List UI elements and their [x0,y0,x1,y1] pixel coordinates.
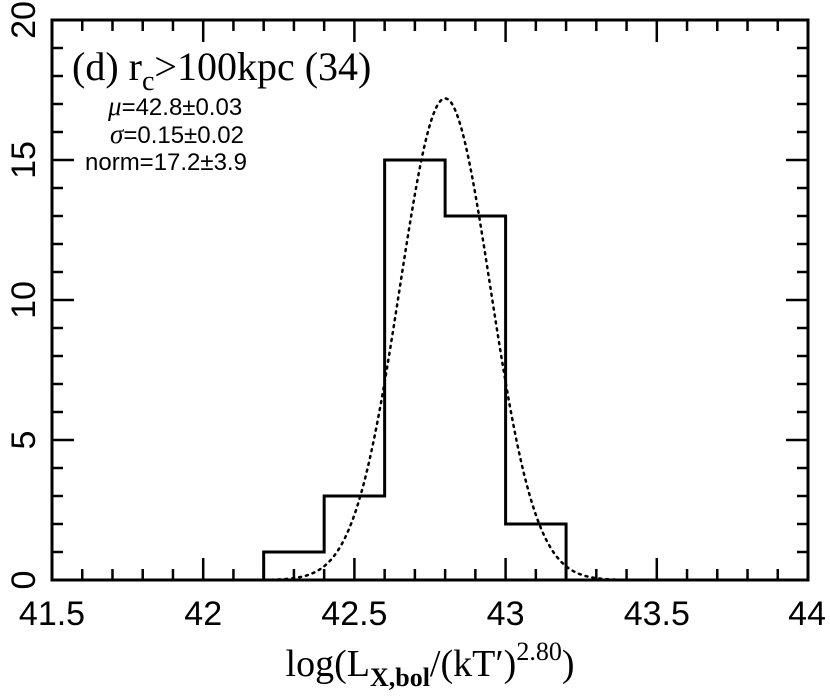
x-label-subscript: X,bol [370,663,430,692]
panel-title: (d) rc>100kpc (34) [72,44,371,97]
histogram-bin [445,216,505,580]
x-label-prefix: log(L [286,643,370,685]
histogram-bin [385,160,445,580]
x-label-suffix: ) [562,643,575,685]
sigma-value: =0.15±0.02 [123,122,244,149]
mu-annotation: μ=42.8±0.03 [107,91,242,121]
x-axis-label: log(LX,bol/(kT′)2.80) [286,637,575,692]
mu-symbol: μ [107,91,122,121]
x-axis-ticks: 41.5 42 42.5 43 43.5 44 [19,20,826,633]
gaussian-fit-curve [269,97,621,581]
sigma-symbol: σ [110,119,125,149]
x-tick-label: 41.5 [19,595,85,633]
y-tick-label: 5 [5,431,43,450]
norm-annotation: norm=17.2±3.9 [85,149,247,176]
x-tick-label: 44 [788,595,826,633]
y-tick-label: 15 [5,141,43,179]
y-tick-label: 0 [5,571,43,590]
sigma-annotation: σ=0.15±0.02 [110,119,244,149]
y-tick-label: 20 [5,1,43,39]
histogram-bars [262,158,568,580]
y-tick-label: 10 [5,281,43,319]
mu-value: =42.8±0.03 [122,94,243,121]
panel-title-subscript: c [142,66,154,97]
x-tick-label: 43 [487,595,525,633]
x-tick-label: 42.5 [321,595,387,633]
x-label-middle: /(kT′) [430,643,516,685]
panel-title-rest: >100kpc (34) [154,44,371,89]
histogram-outline [262,158,568,580]
y-axis-ticks: 0 5 10 15 20 [5,1,808,589]
panel-title-label: (d) r [72,44,142,89]
x-tick-label: 43.5 [624,595,690,633]
gaussian-fit-line [269,97,621,581]
x-tick-label: 42 [184,595,222,633]
x-label-superscript: 2.80 [516,637,562,666]
